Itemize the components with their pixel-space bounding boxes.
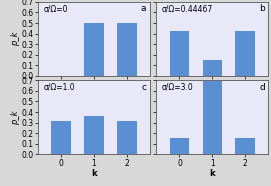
Y-axis label: p_k: p_k [11, 110, 20, 125]
X-axis label: k: k [209, 169, 215, 178]
Bar [235, 31, 255, 76]
Text: b: b [259, 4, 265, 13]
Y-axis label: p_k: p_k [11, 32, 20, 46]
Bar [170, 138, 189, 154]
Bar [84, 116, 104, 154]
Bar [84, 23, 104, 76]
Bar [51, 121, 71, 154]
Bar [170, 31, 189, 76]
Text: d: d [259, 83, 265, 92]
Bar [117, 121, 137, 154]
Bar [117, 23, 137, 76]
Bar [202, 81, 222, 154]
Bar [235, 138, 255, 154]
X-axis label: k: k [91, 169, 97, 178]
Text: a: a [141, 4, 146, 13]
Text: σ/Ω=3.0: σ/Ω=3.0 [162, 83, 194, 92]
Text: σ/Ω=0: σ/Ω=0 [44, 4, 68, 13]
Bar [202, 60, 222, 76]
Text: σ/Ω=1.0: σ/Ω=1.0 [44, 83, 75, 92]
Text: c: c [141, 83, 146, 92]
Text: σ/Ω=0.44467: σ/Ω=0.44467 [162, 4, 213, 13]
